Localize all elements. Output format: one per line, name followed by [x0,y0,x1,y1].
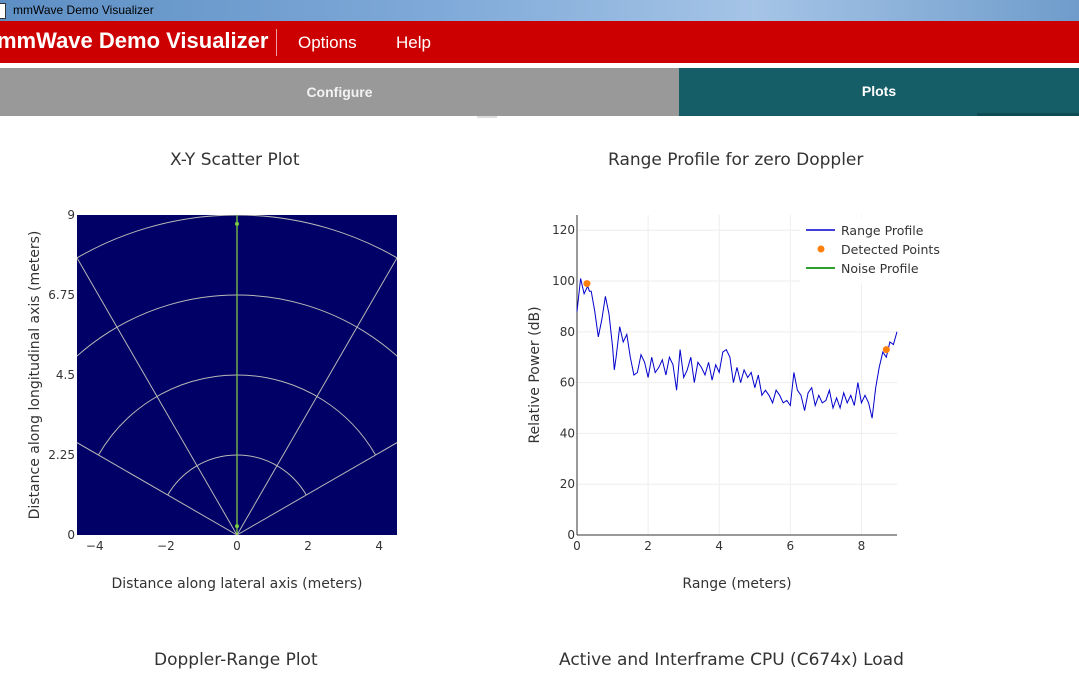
help-menu[interactable]: Help [396,33,431,52]
scatter-plot[interactable]: −4 −2 0 2 4 0 2.25 4.5 6.75 9 Distance along lat… [0,195,480,605]
window-title-bar: mmWave Demo Visualizer [0,0,1079,21]
range-y-axis-label: Relative Power (dB) [527,306,543,443]
legend-noise-label: Noise Profile [841,261,919,276]
tab-configure[interactable]: Configure [0,68,679,116]
tab-plots-label: Plots [861,83,897,99]
scatter-x-tick-label: −2 [157,539,175,553]
app-header: mmWave Demo Visualizer Options Help [0,21,1079,63]
doppler-range-title: Doppler-Range Plot [154,650,318,670]
bearing-line-3 [236,256,397,535]
range-x-tick-label: 8 [858,539,866,553]
range-y-ticks: 0 20 40 60 80 100 120 [552,223,575,542]
scatter-x-ticks: −4 −2 0 2 4 [86,539,383,553]
scatter-y-tick-label: 4.5 [56,368,75,382]
range-y-tick-label: 100 [552,274,575,288]
bearing-line-4 [236,442,397,535]
detected-point-0 [583,280,591,288]
header-spacer [0,63,1079,68]
range-x-tick-label: 0 [573,539,581,553]
range-x-ticks: 0 2 4 6 8 [573,539,865,553]
tab-plots[interactable]: Plots [679,68,1079,116]
range-x-tick-label: 2 [644,539,652,553]
scatter-y-axis-label: Distance along longitudinal axis (meters… [27,231,43,520]
active-tab-indicator [977,113,1079,116]
range-y-tick-label: 0 [567,528,575,542]
cpu-load-title: Active and Interframe CPU (C674x) Load [559,650,904,670]
range-y-tick-label: 80 [560,325,575,339]
range-x-tick-label: 6 [787,539,795,553]
scatter-plot-title: X-Y Scatter Plot [170,150,300,170]
legend-detected-swatch [817,245,825,253]
range-profile-title: Range Profile for zero Doppler [608,150,864,170]
scatter-y-tick-label: 9 [67,208,75,222]
options-menu[interactable]: Options [298,33,357,52]
range-x-tick-label: 4 [715,539,723,553]
tab-shadow [477,116,497,118]
legend-range-profile-label: Range Profile [841,223,924,238]
legend-detected-label: Detected Points [841,242,940,257]
range-y-tick-label: 20 [560,477,575,491]
polar-grid [77,215,397,535]
scatter-x-tick-label: −4 [86,539,104,553]
header-divider [276,29,277,56]
scatter-y-tick-label: 0 [67,528,75,542]
range-profile-line [576,278,898,419]
range-legend: Range Profile Detected Points Noise Prof… [800,217,940,283]
scatter-y-ticks: 0 2.25 4.5 6.75 9 [48,208,75,542]
scatter-x-axis-label: Distance along lateral axis (meters) [112,576,363,592]
bearing-line-1 [77,256,238,535]
scatter-point-1 [235,524,239,529]
app-window-icon [0,3,6,19]
detected-point-1 [882,346,890,354]
scatter-x-tick-label: 2 [304,539,312,553]
scatter-point-0 [235,221,239,226]
scatter-points [235,221,239,529]
scatter-y-tick-label: 2.25 [48,448,75,462]
scatter-x-tick-label: 4 [375,539,383,553]
range-y-tick-label: 40 [560,426,575,440]
range-x-axis-label: Range (meters) [682,576,791,592]
app-title: mmWave Demo Visualizer [0,28,269,53]
bearing-line-0 [77,442,238,535]
scatter-x-tick-label: 0 [233,539,241,553]
range-series [576,278,898,419]
range-profile-plot[interactable]: 0 2 4 6 8 0 20 40 60 80 100 120 Range Profile Dete… [510,195,970,605]
range-y-tick-label: 120 [552,223,575,237]
scatter-y-tick-label: 6.75 [48,288,75,302]
window-title: mmWave Demo Visualizer [13,3,154,17]
range-y-tick-label: 60 [560,376,575,390]
